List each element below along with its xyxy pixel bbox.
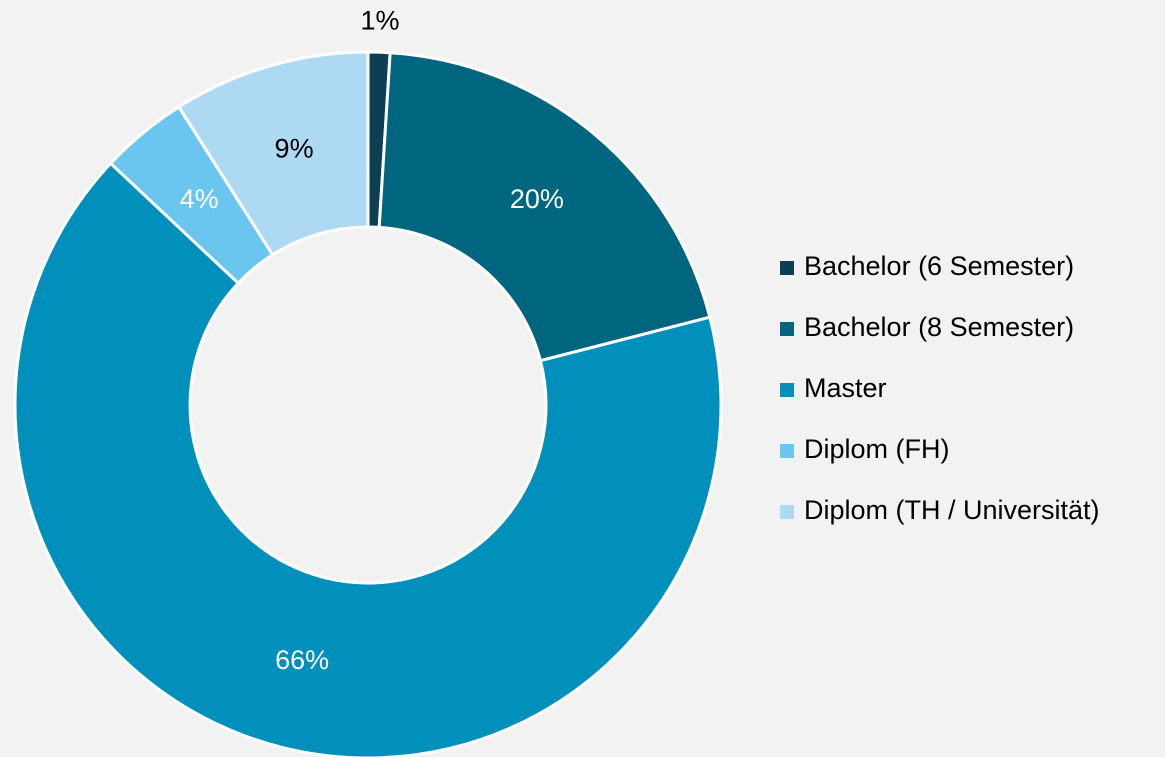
slice (176, 50, 370, 257)
legend-label: Diplom (FH) (804, 434, 950, 464)
slice (377, 51, 712, 363)
legend-label: Bachelor (6 Semester) (804, 251, 1074, 281)
legend-swatch (780, 383, 794, 397)
data-label: 1% (361, 5, 400, 35)
legend-label: Master (804, 373, 887, 403)
slice (13, 161, 723, 757)
legend-swatch (780, 261, 794, 275)
data-label: 9% (275, 134, 314, 164)
data-label: 20% (510, 184, 564, 214)
legend-swatch (780, 444, 794, 458)
legend-swatch (780, 322, 794, 336)
data-label: 66% (275, 645, 329, 675)
data-label: 4% (180, 184, 219, 214)
legend-swatch (780, 505, 794, 519)
legend-label: Bachelor (8 Semester) (804, 312, 1074, 342)
legend-label: Diplom (TH / Universität) (804, 495, 1100, 525)
